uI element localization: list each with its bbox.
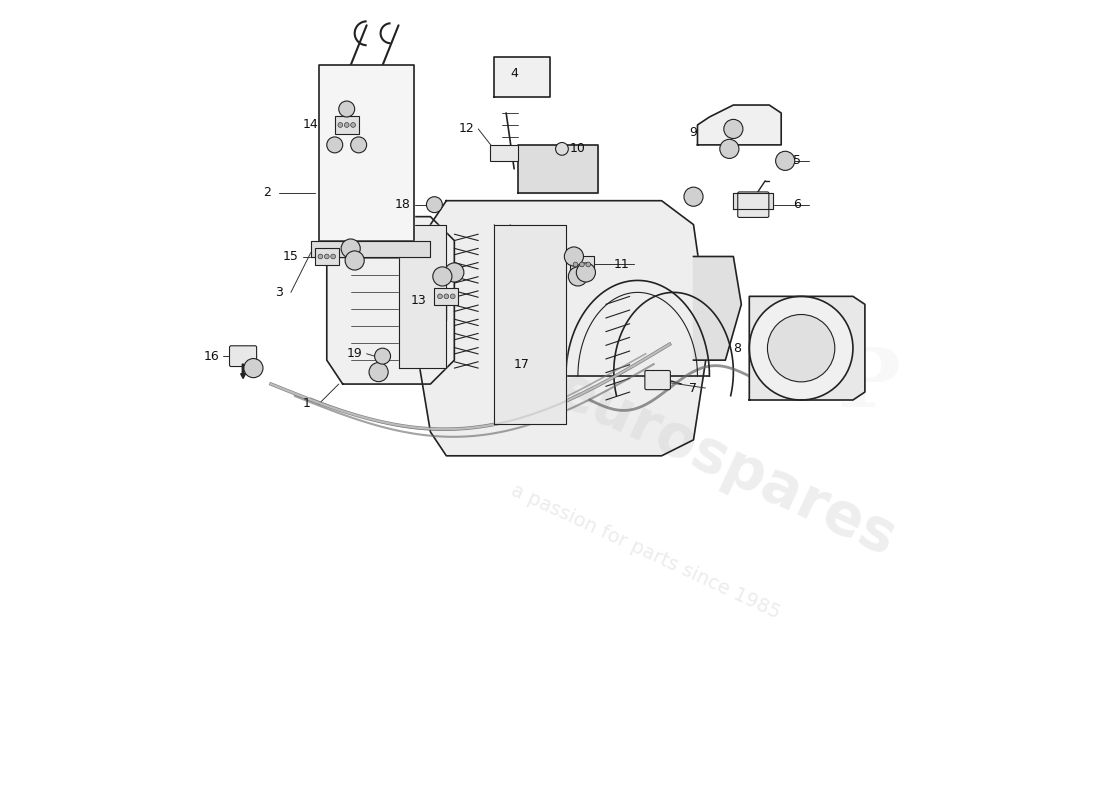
- Text: 13: 13: [410, 294, 427, 307]
- Circle shape: [351, 137, 366, 153]
- Circle shape: [244, 358, 263, 378]
- Polygon shape: [749, 296, 865, 400]
- Text: 15: 15: [283, 250, 299, 263]
- Circle shape: [339, 101, 354, 117]
- Circle shape: [564, 247, 583, 266]
- Bar: [315, 248, 339, 266]
- Circle shape: [427, 197, 442, 213]
- Circle shape: [444, 294, 449, 298]
- Text: 9: 9: [690, 126, 697, 139]
- Text: 6: 6: [793, 198, 801, 211]
- Circle shape: [580, 262, 584, 267]
- FancyBboxPatch shape: [230, 346, 256, 366]
- Text: 11: 11: [614, 258, 629, 271]
- Circle shape: [586, 262, 591, 267]
- Circle shape: [684, 187, 703, 206]
- Circle shape: [318, 254, 322, 259]
- Bar: [334, 116, 359, 134]
- Text: 5: 5: [793, 154, 801, 167]
- Circle shape: [573, 262, 578, 267]
- Text: 8: 8: [734, 342, 741, 354]
- Polygon shape: [697, 105, 781, 145]
- Polygon shape: [518, 145, 597, 193]
- Polygon shape: [734, 193, 773, 209]
- Text: 14: 14: [302, 118, 319, 131]
- Circle shape: [719, 139, 739, 158]
- Bar: [491, 145, 518, 161]
- Circle shape: [576, 263, 595, 282]
- Polygon shape: [311, 241, 430, 257]
- Bar: [570, 256, 594, 274]
- Circle shape: [375, 348, 390, 364]
- Text: 12: 12: [459, 122, 474, 135]
- Circle shape: [776, 151, 794, 170]
- FancyArrow shape: [241, 364, 245, 378]
- Circle shape: [432, 267, 452, 286]
- Circle shape: [324, 254, 329, 259]
- Polygon shape: [319, 65, 415, 241]
- Polygon shape: [494, 57, 550, 97]
- Circle shape: [768, 314, 835, 382]
- FancyBboxPatch shape: [738, 192, 769, 218]
- Text: 4: 4: [510, 66, 518, 80]
- Bar: [434, 287, 459, 305]
- Circle shape: [341, 239, 361, 258]
- Text: P: P: [837, 344, 900, 424]
- Circle shape: [569, 267, 587, 286]
- Text: 17: 17: [514, 358, 530, 370]
- Circle shape: [556, 142, 569, 155]
- Circle shape: [749, 296, 852, 400]
- Circle shape: [438, 294, 442, 298]
- Text: a passion for parts since 1985: a passion for parts since 1985: [508, 481, 783, 622]
- Circle shape: [345, 251, 364, 270]
- Circle shape: [368, 362, 388, 382]
- Circle shape: [344, 122, 349, 127]
- Text: 1: 1: [302, 398, 311, 410]
- Polygon shape: [693, 257, 741, 360]
- FancyBboxPatch shape: [645, 370, 670, 390]
- Text: 16: 16: [204, 350, 219, 362]
- Circle shape: [444, 263, 464, 282]
- Text: eurospares: eurospares: [546, 360, 904, 567]
- Text: 10: 10: [570, 142, 586, 155]
- Text: 19: 19: [346, 347, 363, 360]
- Circle shape: [450, 294, 455, 298]
- Circle shape: [331, 254, 335, 259]
- Text: 3: 3: [275, 286, 283, 299]
- Circle shape: [338, 122, 343, 127]
- Circle shape: [724, 119, 743, 138]
- Circle shape: [351, 122, 355, 127]
- Polygon shape: [327, 217, 454, 384]
- Polygon shape: [494, 225, 565, 424]
- Text: 18: 18: [395, 198, 410, 211]
- Polygon shape: [415, 201, 710, 456]
- Polygon shape: [398, 225, 447, 368]
- Circle shape: [327, 137, 343, 153]
- Text: 2: 2: [263, 186, 271, 199]
- Text: 7: 7: [690, 382, 697, 394]
